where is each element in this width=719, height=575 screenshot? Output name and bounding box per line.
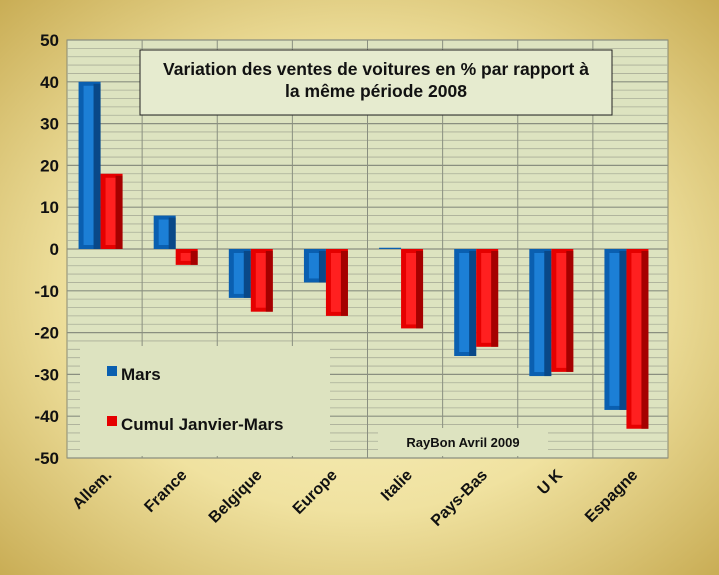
bar-shade	[641, 251, 649, 429]
bar-highlight	[233, 253, 244, 294]
bar-shade	[265, 251, 273, 312]
y-tick-label: -50	[34, 449, 59, 468]
bar-shade	[544, 251, 552, 377]
chart-title: Variation des ventes de voitures en % pa…	[163, 59, 589, 79]
bar-highlight	[459, 253, 470, 353]
y-tick-label: 30	[40, 115, 59, 134]
annotation-box	[378, 428, 548, 456]
bar-shade	[619, 251, 627, 410]
bar-highlight	[330, 253, 341, 312]
y-tick-label: -10	[34, 282, 59, 301]
bar-highlight	[631, 253, 642, 425]
chart-title: la même période 2008	[285, 81, 467, 101]
bar-mars	[379, 247, 402, 249]
bar-shade	[340, 251, 348, 316]
bar-shade	[318, 251, 326, 283]
y-tick-label: 0	[50, 240, 59, 259]
x-tick-label: Europe	[290, 467, 341, 518]
bar-shade	[491, 251, 499, 347]
bar-highlight	[255, 253, 266, 308]
bar-shade	[416, 251, 424, 329]
x-tick-label: France	[141, 467, 190, 516]
bar-highlight	[609, 253, 620, 406]
legend-swatch	[107, 366, 117, 376]
bar-highlight	[534, 253, 545, 373]
bar-highlight	[83, 85, 94, 245]
x-tick-label: Belgique	[206, 467, 266, 527]
bar-highlight	[308, 253, 319, 279]
y-tick-label: -20	[34, 324, 59, 343]
bar-highlight	[180, 253, 191, 261]
x-tick-label: Pays-Bas	[428, 467, 491, 530]
legend-label: Cumul Janvier-Mars	[121, 415, 284, 434]
x-tick-label: Italie	[378, 467, 416, 505]
bar-shade	[243, 251, 251, 298]
bar-shade	[190, 251, 198, 265]
bar-shade	[168, 217, 176, 249]
legend-label: Mars	[121, 365, 161, 384]
bar-highlight	[481, 253, 492, 343]
y-tick-label: 20	[40, 156, 59, 175]
bar-shade	[93, 83, 101, 249]
bar-highlight	[158, 219, 169, 245]
bar-highlight	[556, 253, 567, 368]
title-box	[139, 49, 613, 116]
y-tick-label: 10	[40, 198, 59, 217]
y-tick-label: 40	[40, 73, 59, 92]
annotation-credit: RayBon Avril 2009	[406, 435, 519, 450]
bar-shade	[566, 251, 574, 372]
legend	[80, 346, 330, 456]
y-tick-label: 50	[40, 31, 59, 50]
y-tick-label: -30	[34, 365, 59, 384]
x-tick-label: U K	[535, 466, 567, 498]
legend-swatch	[107, 416, 117, 426]
y-tick-label: -40	[34, 407, 59, 426]
bar-shade	[115, 175, 123, 249]
bar-highlight	[406, 253, 417, 325]
bar-shade	[469, 251, 477, 357]
x-tick-label: Allem.	[69, 467, 115, 513]
x-tick-label: Espagne	[582, 467, 641, 526]
bar-highlight	[105, 177, 116, 245]
